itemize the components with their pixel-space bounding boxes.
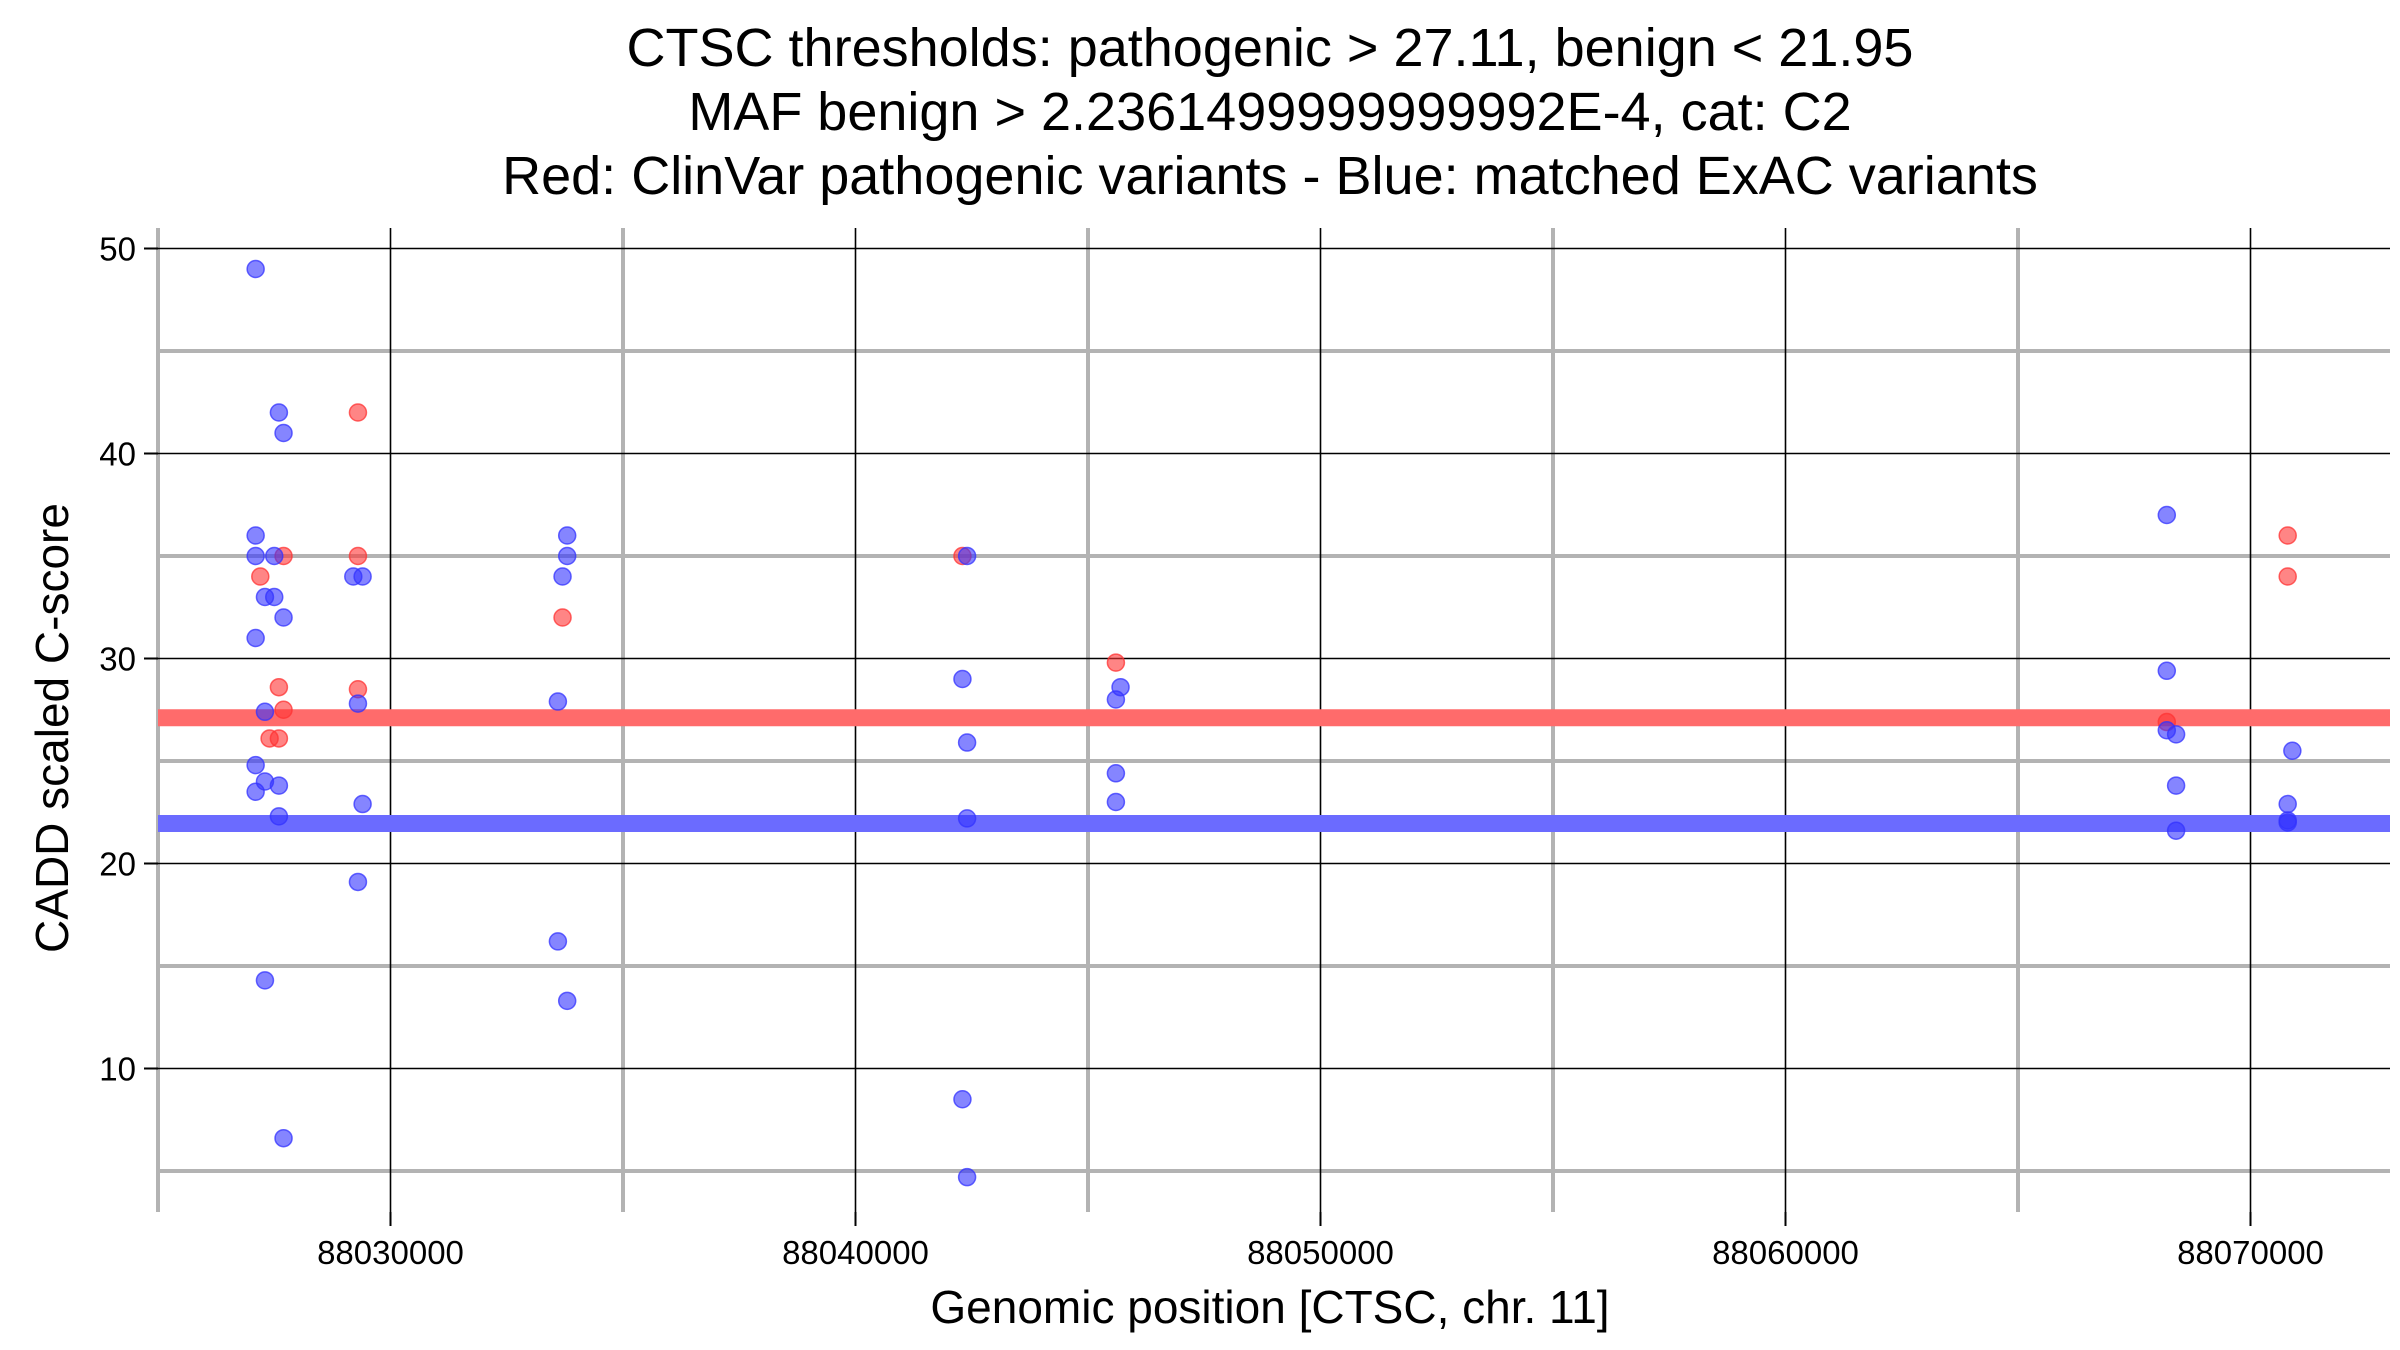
benign-variant-point — [548, 692, 568, 711]
benign-variant-point — [1106, 690, 1126, 709]
benign-variant-point — [246, 526, 265, 545]
benign-variant-point — [348, 872, 368, 892]
x-tick-label: 88030000 — [317, 1234, 464, 1271]
y-tick-label: 50 — [99, 231, 136, 268]
benign-variant-point — [2157, 661, 2177, 681]
benign-variant-point — [953, 1090, 972, 1109]
benign-variant-point — [957, 546, 977, 566]
benign-variant-point — [353, 567, 372, 586]
benign-variant-point — [557, 546, 577, 566]
x-tick-label: 88040000 — [782, 1234, 929, 1271]
benign-variant-point — [246, 782, 265, 801]
benign-variant-point — [246, 259, 265, 279]
x-axis-title: Genomic position [CTSC, chr. 11] — [930, 1281, 1609, 1333]
benign-variant-point — [2166, 776, 2186, 795]
benign-variant-point — [274, 1128, 293, 1148]
benign-variant-point — [2278, 813, 2297, 832]
benign-variant-point — [557, 526, 577, 545]
y-tick-label: 30 — [99, 641, 136, 678]
x-tick-label: 88050000 — [1247, 1234, 1394, 1271]
benign-variant-point — [2278, 794, 2297, 814]
pathogenic-variant-point — [269, 677, 289, 697]
benign-variant-point — [246, 628, 265, 648]
x-axis: 88030000 88040000 88050000 88060000 88070000 — [317, 1212, 2324, 1271]
benign-variant-point — [269, 807, 289, 826]
benign-variant-point — [553, 567, 572, 586]
benign-variant-point — [1106, 764, 1126, 783]
y-tick-label: 10 — [99, 1051, 136, 1088]
benign-variant-point — [246, 755, 265, 775]
benign-variant-point — [274, 608, 293, 627]
benign-variant-point — [953, 669, 972, 689]
pathogenic-variant-point — [553, 608, 572, 627]
chart-title: CTSC thresholds: pathogenic > 27.11, ben… — [502, 18, 2038, 206]
title-line-3: Red: ClinVar pathogenic variants - Blue:… — [502, 146, 2038, 206]
threshold-lines — [158, 709, 2390, 833]
benign-variant-point — [246, 546, 265, 566]
benign-variant-point — [265, 546, 284, 566]
pathogenic-variant-point — [348, 546, 368, 566]
y-tick-label: 40 — [99, 436, 136, 473]
benign-variant-point — [2166, 725, 2186, 744]
y-axis: 10 20 30 40 50 — [99, 231, 158, 1088]
benign-variant-point — [2166, 821, 2186, 840]
benign-variant-point — [269, 403, 289, 422]
title-line-2: MAF benign > 2.2361499999999992E-4, cat:… — [688, 82, 1851, 142]
pathogenic-variant-point — [2278, 567, 2297, 586]
title-line-1: CTSC thresholds: pathogenic > 27.11, ben… — [627, 18, 1914, 78]
pathogenic-variant-point — [269, 729, 289, 748]
benign-variant-point — [255, 702, 275, 722]
benign-variant-point — [548, 932, 568, 951]
y-tick-label: 20 — [99, 846, 136, 883]
pathogenic-variant-point — [274, 700, 293, 719]
benign-variant-point — [255, 971, 275, 990]
benign-variant-point — [274, 423, 293, 443]
benign-variant-point — [353, 794, 372, 814]
pathogenic-variant-point — [348, 403, 368, 422]
pathogenic-variant-point — [1106, 653, 1126, 672]
benign-variant-point — [957, 809, 977, 828]
y-axis-title: CADD scaled C-score — [26, 503, 78, 953]
data-points — [246, 259, 2302, 1187]
pathogenic-variant-point — [2278, 526, 2297, 545]
benign-variant-point — [269, 776, 289, 795]
benign-variant-point — [957, 733, 977, 752]
benign-variant-point — [2283, 741, 2302, 760]
x-tick-label: 88070000 — [2177, 1234, 2324, 1271]
benign-variant-point — [2157, 505, 2177, 525]
benign-variant-point — [348, 694, 368, 713]
x-tick-label: 88060000 — [1712, 1234, 1859, 1271]
pathogenic-variant-point — [251, 567, 270, 586]
benign-variant-point — [957, 1167, 977, 1187]
benign-variant-point — [1106, 792, 1126, 812]
benign-variant-point — [557, 991, 577, 1011]
benign-variant-point — [265, 587, 284, 607]
